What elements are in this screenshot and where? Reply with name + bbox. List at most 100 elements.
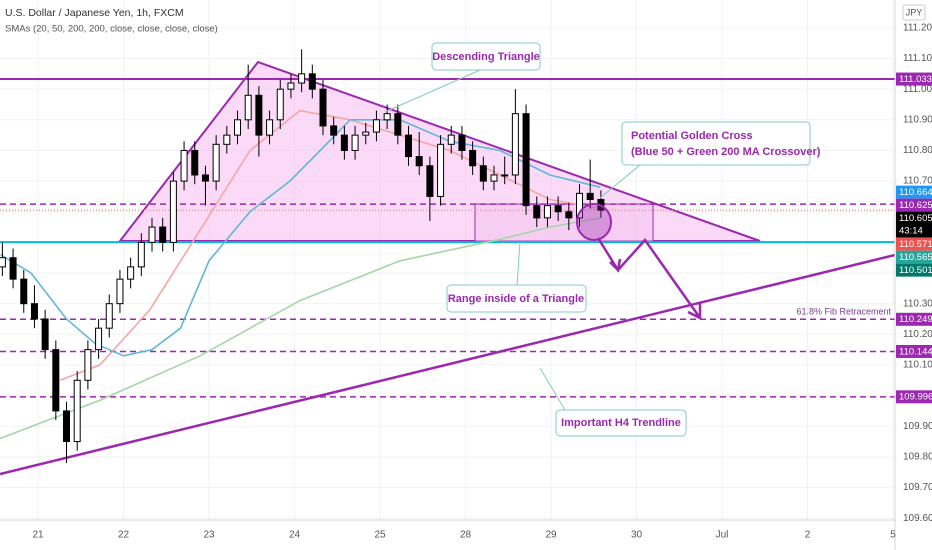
currency-box: [902, 4, 926, 21]
y-tick-label: 109.600: [903, 513, 932, 524]
price-label-box: [896, 263, 932, 277]
callout-box: [621, 121, 811, 166]
x-tick-label: 24: [289, 530, 301, 541]
projection-arrow: [596, 237, 702, 319]
price-label-box: [896, 344, 932, 358]
candle-body: [276, 88, 284, 121]
candle-body: [447, 134, 455, 145]
y-tick-label: 109.800: [903, 452, 932, 463]
candle-body: [116, 278, 124, 305]
candle-body: [255, 94, 263, 136]
candle-body: [362, 131, 370, 136]
price-label: 110.605: [899, 213, 932, 224]
callout-box: [555, 409, 687, 437]
candle-body: [479, 165, 487, 182]
candle-body: [105, 303, 113, 329]
price-label: 109.996: [899, 392, 932, 403]
candle-body: [501, 174, 509, 177]
candle-body: [533, 205, 541, 219]
candle-body: [127, 266, 135, 280]
indicator-legend: SMAs (20, 50, 200, 200, close, close, cl…: [5, 24, 218, 35]
price-label: 110.501: [899, 265, 932, 276]
candle-body: [20, 278, 28, 305]
candle-body: [554, 205, 562, 213]
candle-body: [180, 149, 188, 182]
price-label-box: [896, 198, 932, 212]
price-label: 110.249: [899, 314, 932, 325]
candle-body: [437, 143, 445, 197]
candle-body: [41, 318, 49, 351]
candle-body: [576, 192, 584, 219]
candle-body: [9, 257, 17, 280]
price-label-box: [896, 237, 932, 251]
candle-body: [52, 349, 60, 412]
callout: Potential Golden Cross: [631, 130, 753, 142]
arrow-head: [687, 303, 702, 321]
candle-body: [223, 134, 231, 145]
x-tick-label: 30: [631, 530, 643, 541]
price-label: 111.033: [899, 74, 932, 85]
x-tick-label: 23: [203, 530, 215, 541]
candle-body: [469, 149, 477, 167]
callout-box: [446, 284, 587, 313]
candle-body: [415, 156, 423, 167]
x-tick-label: 25: [374, 530, 386, 541]
y-tick-label: 110.900: [903, 114, 932, 125]
candle-body: [340, 134, 348, 151]
y-tick-label: 110.700: [903, 176, 932, 187]
candle-body: [212, 143, 220, 182]
price-label-box: [896, 250, 932, 264]
connector: [599, 164, 641, 199]
y-tick-label: 110.800: [903, 145, 932, 156]
sma-line: [0, 217, 601, 440]
price-label: 110.571: [899, 239, 932, 250]
candle-body: [287, 82, 295, 90]
candle-body: [266, 119, 274, 136]
candle-body: [201, 174, 209, 182]
price-label-box: [896, 185, 932, 199]
price-label-box: [896, 211, 932, 238]
candle-body: [330, 125, 338, 136]
candle-body: [0, 257, 6, 268]
candle-body: [319, 88, 327, 127]
candle-body: [405, 134, 413, 158]
sma-line: [0, 119, 601, 357]
candle-body: [308, 73, 316, 90]
candle-body: [95, 327, 103, 351]
candle-body: [351, 134, 359, 151]
price-label-box: [896, 72, 932, 86]
x-tick-label: 22: [118, 530, 130, 541]
y-tick-label: 110.200: [903, 329, 932, 340]
candle-body: [522, 113, 530, 207]
candle-body: [63, 410, 71, 443]
y-tick-label: 110.100: [903, 360, 932, 371]
x-tick-label: 5: [890, 530, 896, 541]
price-label: 110.565: [899, 252, 932, 263]
arrow-head: [609, 258, 622, 273]
y-tick-label: 109.900: [903, 421, 932, 432]
callout: Range inside of a Triangle: [448, 293, 584, 305]
callout: (Blue 50 + Green 200 MA Crossover): [631, 146, 821, 158]
candle-body: [426, 165, 434, 197]
candle-body: [372, 119, 380, 133]
candle-body: [565, 211, 573, 219]
connector: [516, 241, 521, 286]
callout-box: [431, 42, 541, 71]
callout: Descending Triangle: [432, 51, 540, 63]
candle-body: [490, 174, 498, 182]
candle-body: [244, 94, 252, 121]
countdown: 43:14: [899, 226, 923, 237]
candle-body: [84, 349, 92, 381]
candle-body: [458, 134, 466, 151]
fib-label: 61.8% Fib Retracement: [796, 306, 891, 316]
x-tick-label: 2: [805, 530, 811, 541]
y-tick-label: 111.100: [903, 53, 932, 64]
candle-body: [586, 192, 594, 200]
candle-body: [191, 149, 199, 176]
candle-body: [148, 226, 156, 243]
price-label: 110.625: [899, 200, 932, 211]
candles: [0, 49, 605, 464]
candle-body: [543, 205, 551, 219]
candle-body: [159, 226, 167, 243]
